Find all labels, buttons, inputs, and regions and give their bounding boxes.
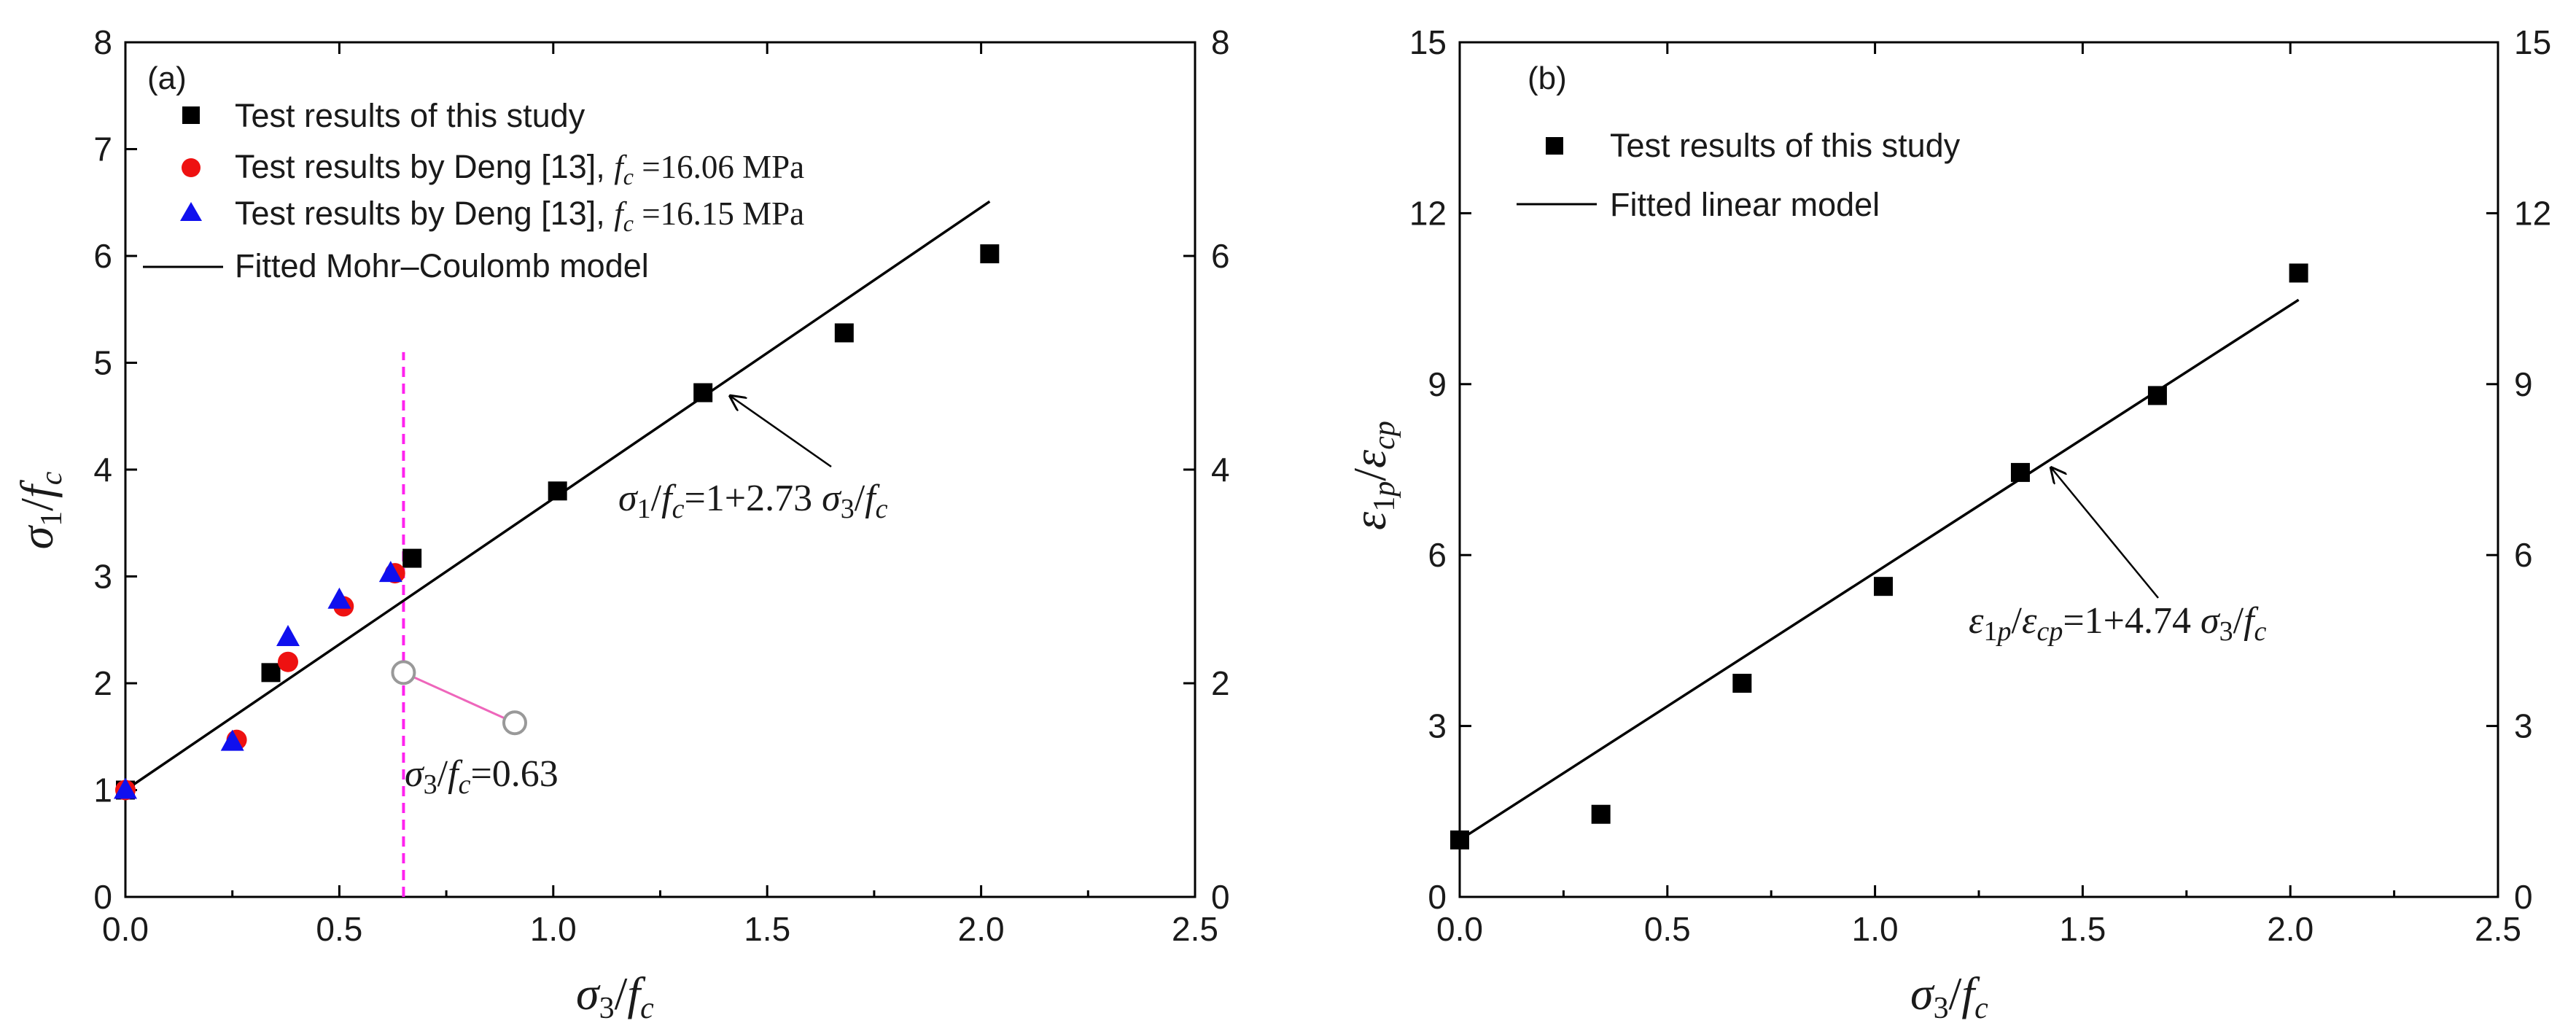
data-point-triangle (114, 777, 137, 799)
panel-a-label: (a) (147, 61, 187, 96)
legend-triangle-marker (180, 202, 202, 221)
y-tick-label: 5 (93, 344, 112, 382)
panel-a-y-axis-label: σ1/fc (11, 471, 69, 549)
panel-b-legend: Test results of this study Fitted linear… (1517, 127, 1961, 223)
panel-b-chart: (b) 0.0 0.5 1.0 1.5 2.0 2.5 0 3 6 9 12 15 0 3 6 9 12 15… (1344, 23, 2551, 1025)
y-tick-label: 0 (93, 878, 112, 916)
data-point-square (1732, 674, 1752, 693)
panel-b-y-axis-label: ε1p/εcp (1344, 421, 1401, 530)
legend-square-marker (1546, 137, 1563, 155)
x-tick-label: 0.5 (316, 910, 362, 948)
data-point-triangle (327, 587, 351, 609)
legend-entry-1: Test results of this study (235, 97, 585, 134)
data-point-circle (277, 651, 298, 672)
panel-a-legend: Test results of this study Test results … (143, 97, 804, 284)
panel-a-x-axis-label: σ3/fc (576, 968, 654, 1025)
y-tick-label: 6 (93, 237, 112, 275)
data-point-square (1591, 804, 1611, 824)
y-tick-label: 6 (1428, 536, 1447, 574)
data-point-triangle (378, 561, 402, 583)
x-tick-label: 1.5 (744, 910, 790, 948)
panel-a-threshold-annotation: σ3/fc=0.63 (405, 753, 559, 800)
legend-entry-4: Fitted Mohr–Coulomb model (235, 247, 649, 284)
x-tick-label: 1.0 (530, 910, 577, 948)
y-tick-label: 15 (1409, 23, 1447, 61)
y-tick-label: 3 (1428, 707, 1447, 745)
panel-b-annotation-arrow (2050, 467, 2159, 599)
x-tick-label: 1.0 (1852, 910, 1899, 948)
right-y-tick-label: 3 (2514, 707, 2533, 745)
x-tick-label: 2.0 (958, 910, 1005, 948)
panel-a-right-y-ticks: 0 2 4 6 8 (1183, 23, 1230, 916)
legend-circle-marker (182, 158, 201, 177)
data-point-square (980, 244, 1000, 264)
panel-a-chart: (a) 0.0 0.5 1.0 1.5 2.0 2.5 0 1 2 3 4 5 6 7 8 0 2 4 6 8 σ… (11, 23, 1230, 1025)
data-point-square (261, 663, 281, 683)
panel-b-right-y-ticks: 0 3 6 9 12 15 (2486, 23, 2551, 916)
right-y-tick-label: 8 (1211, 23, 1230, 61)
panel-a-series (114, 200, 1000, 801)
fitted-line (1459, 298, 2300, 841)
y-tick-label: 8 (93, 23, 112, 61)
x-tick-label: 1.5 (2059, 910, 2106, 948)
data-point-square (2010, 462, 2030, 482)
right-y-tick-label: 0 (2514, 878, 2533, 916)
y-tick-label: 4 (93, 451, 112, 489)
y-tick-label: 0 (1428, 878, 1447, 916)
x-tick-label: 2.5 (1172, 910, 1218, 948)
x-tick-label: 2.0 (2267, 910, 2314, 948)
right-y-tick-label: 12 (2514, 194, 2551, 232)
right-y-tick-label: 2 (1211, 664, 1230, 702)
x-tick-label: 0.5 (1644, 910, 1691, 948)
data-point-square (2147, 386, 2167, 405)
x-tick-label: 0.0 (1436, 910, 1483, 948)
right-y-tick-label: 0 (1211, 878, 1230, 916)
panel-b-x-axis-label: σ3/fc (1910, 968, 1988, 1025)
panel-b-plot-frame (1458, 41, 2499, 898)
panel-b-label: (b) (1528, 61, 1567, 96)
panel-a-annotation-arrow (729, 395, 832, 468)
panel-a-x-ticks: 0.0 0.5 1.0 1.5 2.0 2.5 (102, 42, 1218, 948)
legend-entry-2: Fitted linear model (1610, 186, 1880, 223)
panel-b-x-ticks: 0.0 0.5 1.0 1.5 2.0 2.5 (1436, 42, 2521, 948)
right-y-tick-label: 9 (2514, 365, 2533, 403)
panel-b-y-ticks: 0 3 6 9 12 15 (1409, 23, 1471, 916)
y-tick-label: 2 (93, 664, 112, 702)
y-tick-label: 7 (93, 131, 112, 168)
data-point-square (834, 323, 854, 343)
data-point-square (1873, 577, 1893, 596)
data-point-triangle (276, 625, 300, 647)
panel-a-equation: σ1/fc=1+2.73 σ3/fc (618, 478, 888, 524)
data-point-triangle (220, 729, 244, 751)
data-point-square (548, 481, 567, 501)
x-tick-label: 2.5 (2475, 910, 2521, 948)
y-tick-label: 12 (1409, 194, 1447, 232)
right-y-tick-label: 4 (1211, 451, 1230, 489)
right-y-tick-label: 6 (1211, 237, 1230, 275)
legend-square-marker (182, 106, 200, 124)
data-point-square (693, 383, 713, 403)
x-tick-label: 0.0 (102, 910, 149, 948)
y-tick-label: 9 (1428, 365, 1447, 403)
panel-a-hollow-marker (391, 660, 416, 685)
panel-a-pointer-line (402, 671, 515, 724)
data-point-square (1450, 830, 1469, 850)
data-point-square (2289, 263, 2308, 283)
legend-entry-1: Test results of this study (1610, 127, 1961, 164)
panel-b-equation: ε1p/εcp=1+4.74 σ3/fc (1969, 600, 2267, 647)
y-tick-label: 3 (93, 558, 112, 596)
right-y-tick-label: 6 (2514, 536, 2533, 574)
right-y-tick-label: 15 (2514, 23, 2551, 61)
panel-a-hollow-marker (502, 710, 527, 736)
legend-entry-3: Test results by Deng [13], fc =16.15 MPa (235, 195, 804, 236)
panel-a-y-ticks: 0 1 2 3 4 5 6 7 8 (93, 23, 137, 916)
panel-b-series (1450, 263, 2308, 850)
data-point-square (402, 548, 422, 568)
y-tick-label: 1 (93, 771, 112, 809)
legend-entry-2: Test results by Deng [13], fc =16.06 MPa (235, 148, 804, 190)
